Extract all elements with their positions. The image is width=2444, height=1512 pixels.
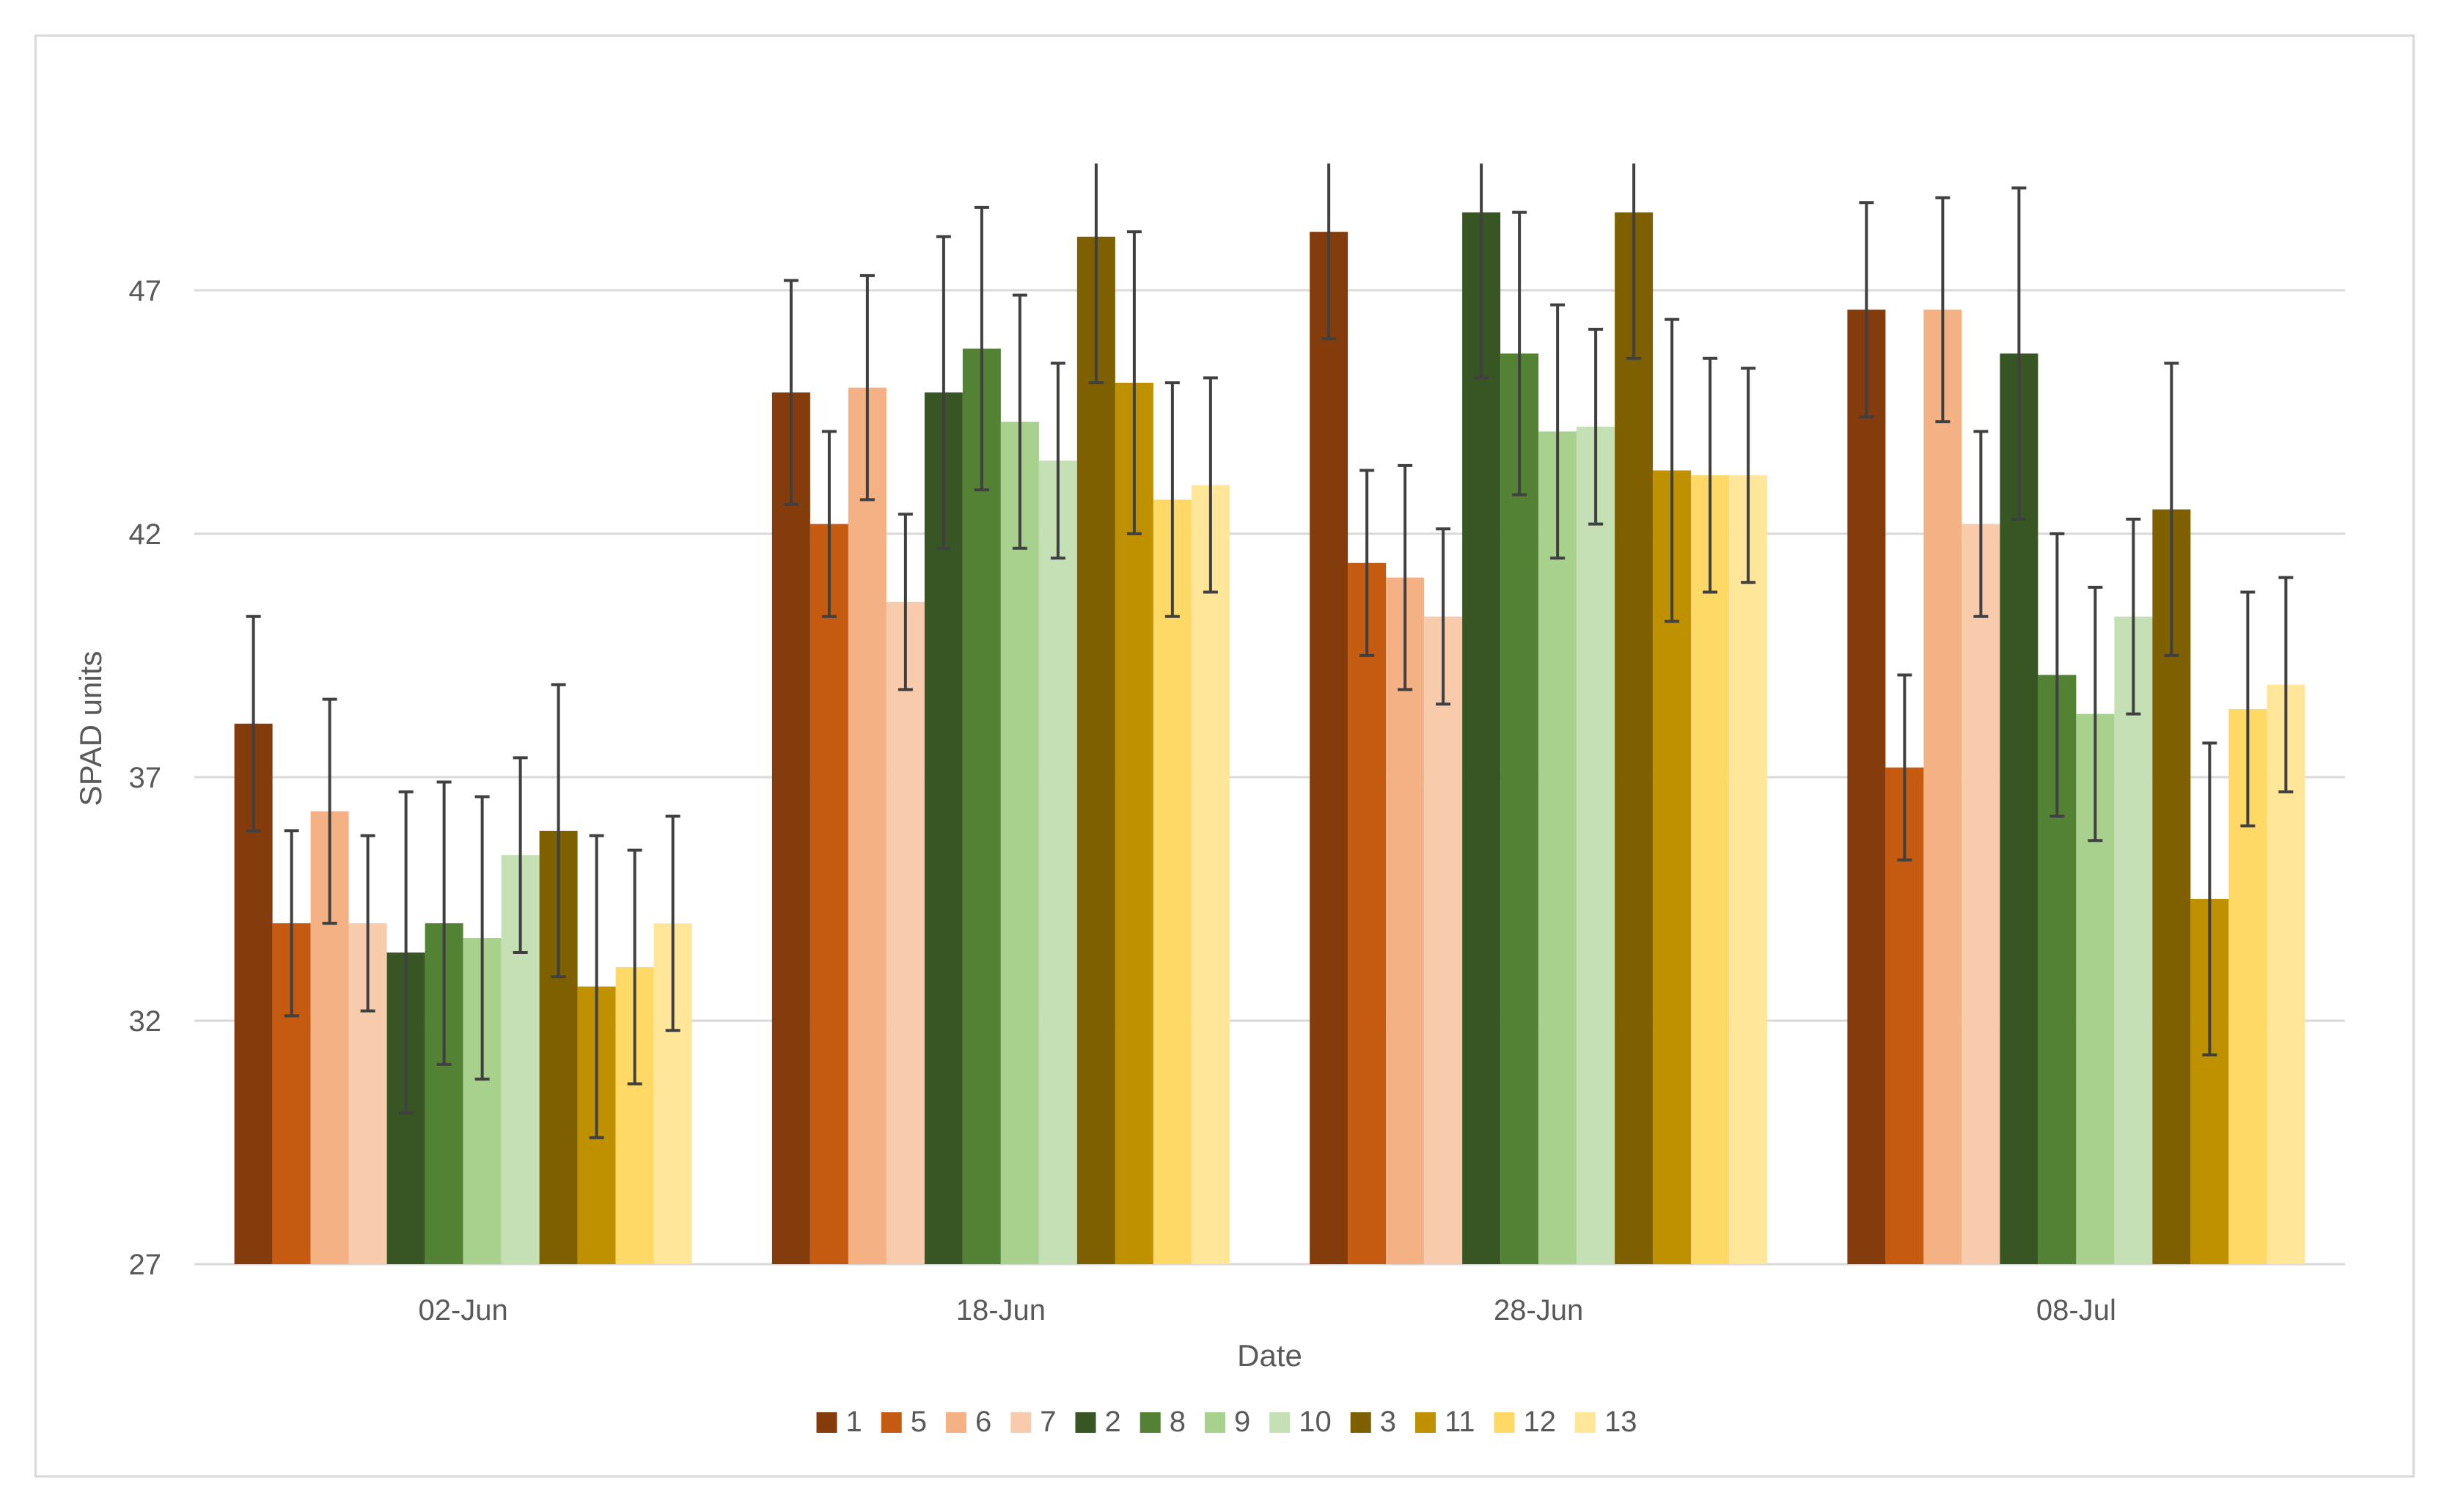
bar-series-10-08-Jul <box>2114 616 2153 1264</box>
x-tick-label: 02-Jun <box>418 1294 507 1326</box>
bar-series-7-18-Jun <box>886 601 925 1264</box>
y-axis-title: SPAD units <box>73 651 108 807</box>
legend-label: 13 <box>1604 1406 1637 1438</box>
x-axis-title: Date <box>1237 1338 1302 1373</box>
legend-label: 10 <box>1299 1406 1332 1438</box>
legend-label: 12 <box>1524 1406 1557 1438</box>
legend-item-2: 2 <box>1075 1406 1121 1438</box>
legend-label: 9 <box>1234 1406 1250 1438</box>
legend-swatch <box>1269 1412 1291 1433</box>
legend-item-13: 13 <box>1575 1406 1637 1438</box>
legend-swatch <box>816 1412 837 1433</box>
legend-item-5: 5 <box>881 1406 927 1438</box>
x-tick-label: 28-Jun <box>1494 1294 1583 1326</box>
legend-swatch <box>1350 1412 1371 1433</box>
legend-item-8: 8 <box>1140 1406 1186 1438</box>
bar-series-13-18-Jun <box>1191 485 1230 1264</box>
bar-series-7-08-Jul <box>1962 524 2000 1264</box>
legend-swatch <box>1075 1412 1096 1433</box>
legend-swatch <box>1414 1412 1436 1433</box>
bar-series-13-28-Jun <box>1729 475 1768 1264</box>
legend-item-11: 11 <box>1414 1406 1475 1438</box>
legend-item-12: 12 <box>1494 1406 1557 1438</box>
legend-item-3: 3 <box>1350 1406 1396 1438</box>
bar-series-5-18-Jun <box>810 524 848 1264</box>
legend-label: 8 <box>1170 1406 1186 1438</box>
y-tick-label: 37 <box>129 762 162 794</box>
y-tick-label: 47 <box>129 275 162 307</box>
bar-series-2-28-Jun <box>1462 212 1501 1265</box>
legend-swatch <box>1494 1412 1515 1433</box>
bar-series-3-28-Jun <box>1615 212 1654 1265</box>
legend-label: 3 <box>1380 1406 1396 1438</box>
legend-swatch <box>1140 1412 1161 1433</box>
x-tick-label: 18-Jun <box>956 1294 1046 1326</box>
legend-label: 11 <box>1445 1406 1475 1438</box>
bar-series-8-18-Jun <box>962 348 1001 1265</box>
x-tick-label: 08-Jul <box>2036 1294 2116 1326</box>
bar-series-1-18-Jun <box>771 392 810 1264</box>
legend-label: 7 <box>1040 1406 1056 1438</box>
bar-series-9-18-Jun <box>1000 422 1039 1264</box>
bar-series-9-28-Jun <box>1538 431 1577 1264</box>
legend-swatch <box>1204 1412 1225 1433</box>
y-tick-label: 27 <box>129 1249 162 1281</box>
bar-series-3-18-Jun <box>1076 236 1115 1264</box>
bar-series-10-28-Jun <box>1577 426 1615 1264</box>
legend-item-10: 10 <box>1269 1406 1332 1438</box>
y-tick-label: 42 <box>129 518 162 551</box>
bar-series-12-18-Jun <box>1153 499 1192 1265</box>
legend-label: 2 <box>1104 1406 1120 1438</box>
legend-item-1: 1 <box>816 1406 862 1438</box>
legend-swatch <box>881 1412 902 1433</box>
bar-series-7-28-Jun <box>1424 616 1463 1264</box>
legend-label: 5 <box>911 1406 927 1438</box>
bar-series-12-28-Jun <box>1691 475 1730 1264</box>
legend-item-6: 6 <box>945 1406 991 1438</box>
bar-series-6-08-Jul <box>1923 309 1962 1264</box>
legend-swatch <box>1010 1412 1032 1433</box>
legend-swatch <box>945 1412 966 1433</box>
bar-series-6-28-Jun <box>1386 577 1425 1264</box>
bar-series-6-18-Jun <box>848 387 887 1264</box>
bar-series-1-08-Jul <box>1847 309 1886 1264</box>
legend-item-7: 7 <box>1010 1406 1056 1438</box>
bar-series-1-28-Jun <box>1310 232 1348 1265</box>
y-tick-label: 32 <box>129 1005 162 1038</box>
legend-item-9: 9 <box>1204 1406 1250 1438</box>
legend-swatch <box>1575 1412 1596 1433</box>
bar-series-5-28-Jun <box>1348 562 1387 1264</box>
bar-series-8-28-Jun <box>1500 353 1539 1264</box>
legend-label: 1 <box>845 1406 862 1438</box>
chart-frame: 27 32 37 42 47 02-Jun 18-Jun 28-Jun 08-Jul Date SP… <box>34 34 2415 1478</box>
legend-label: 6 <box>975 1406 991 1438</box>
bar-series-10-18-Jun <box>1038 460 1077 1264</box>
